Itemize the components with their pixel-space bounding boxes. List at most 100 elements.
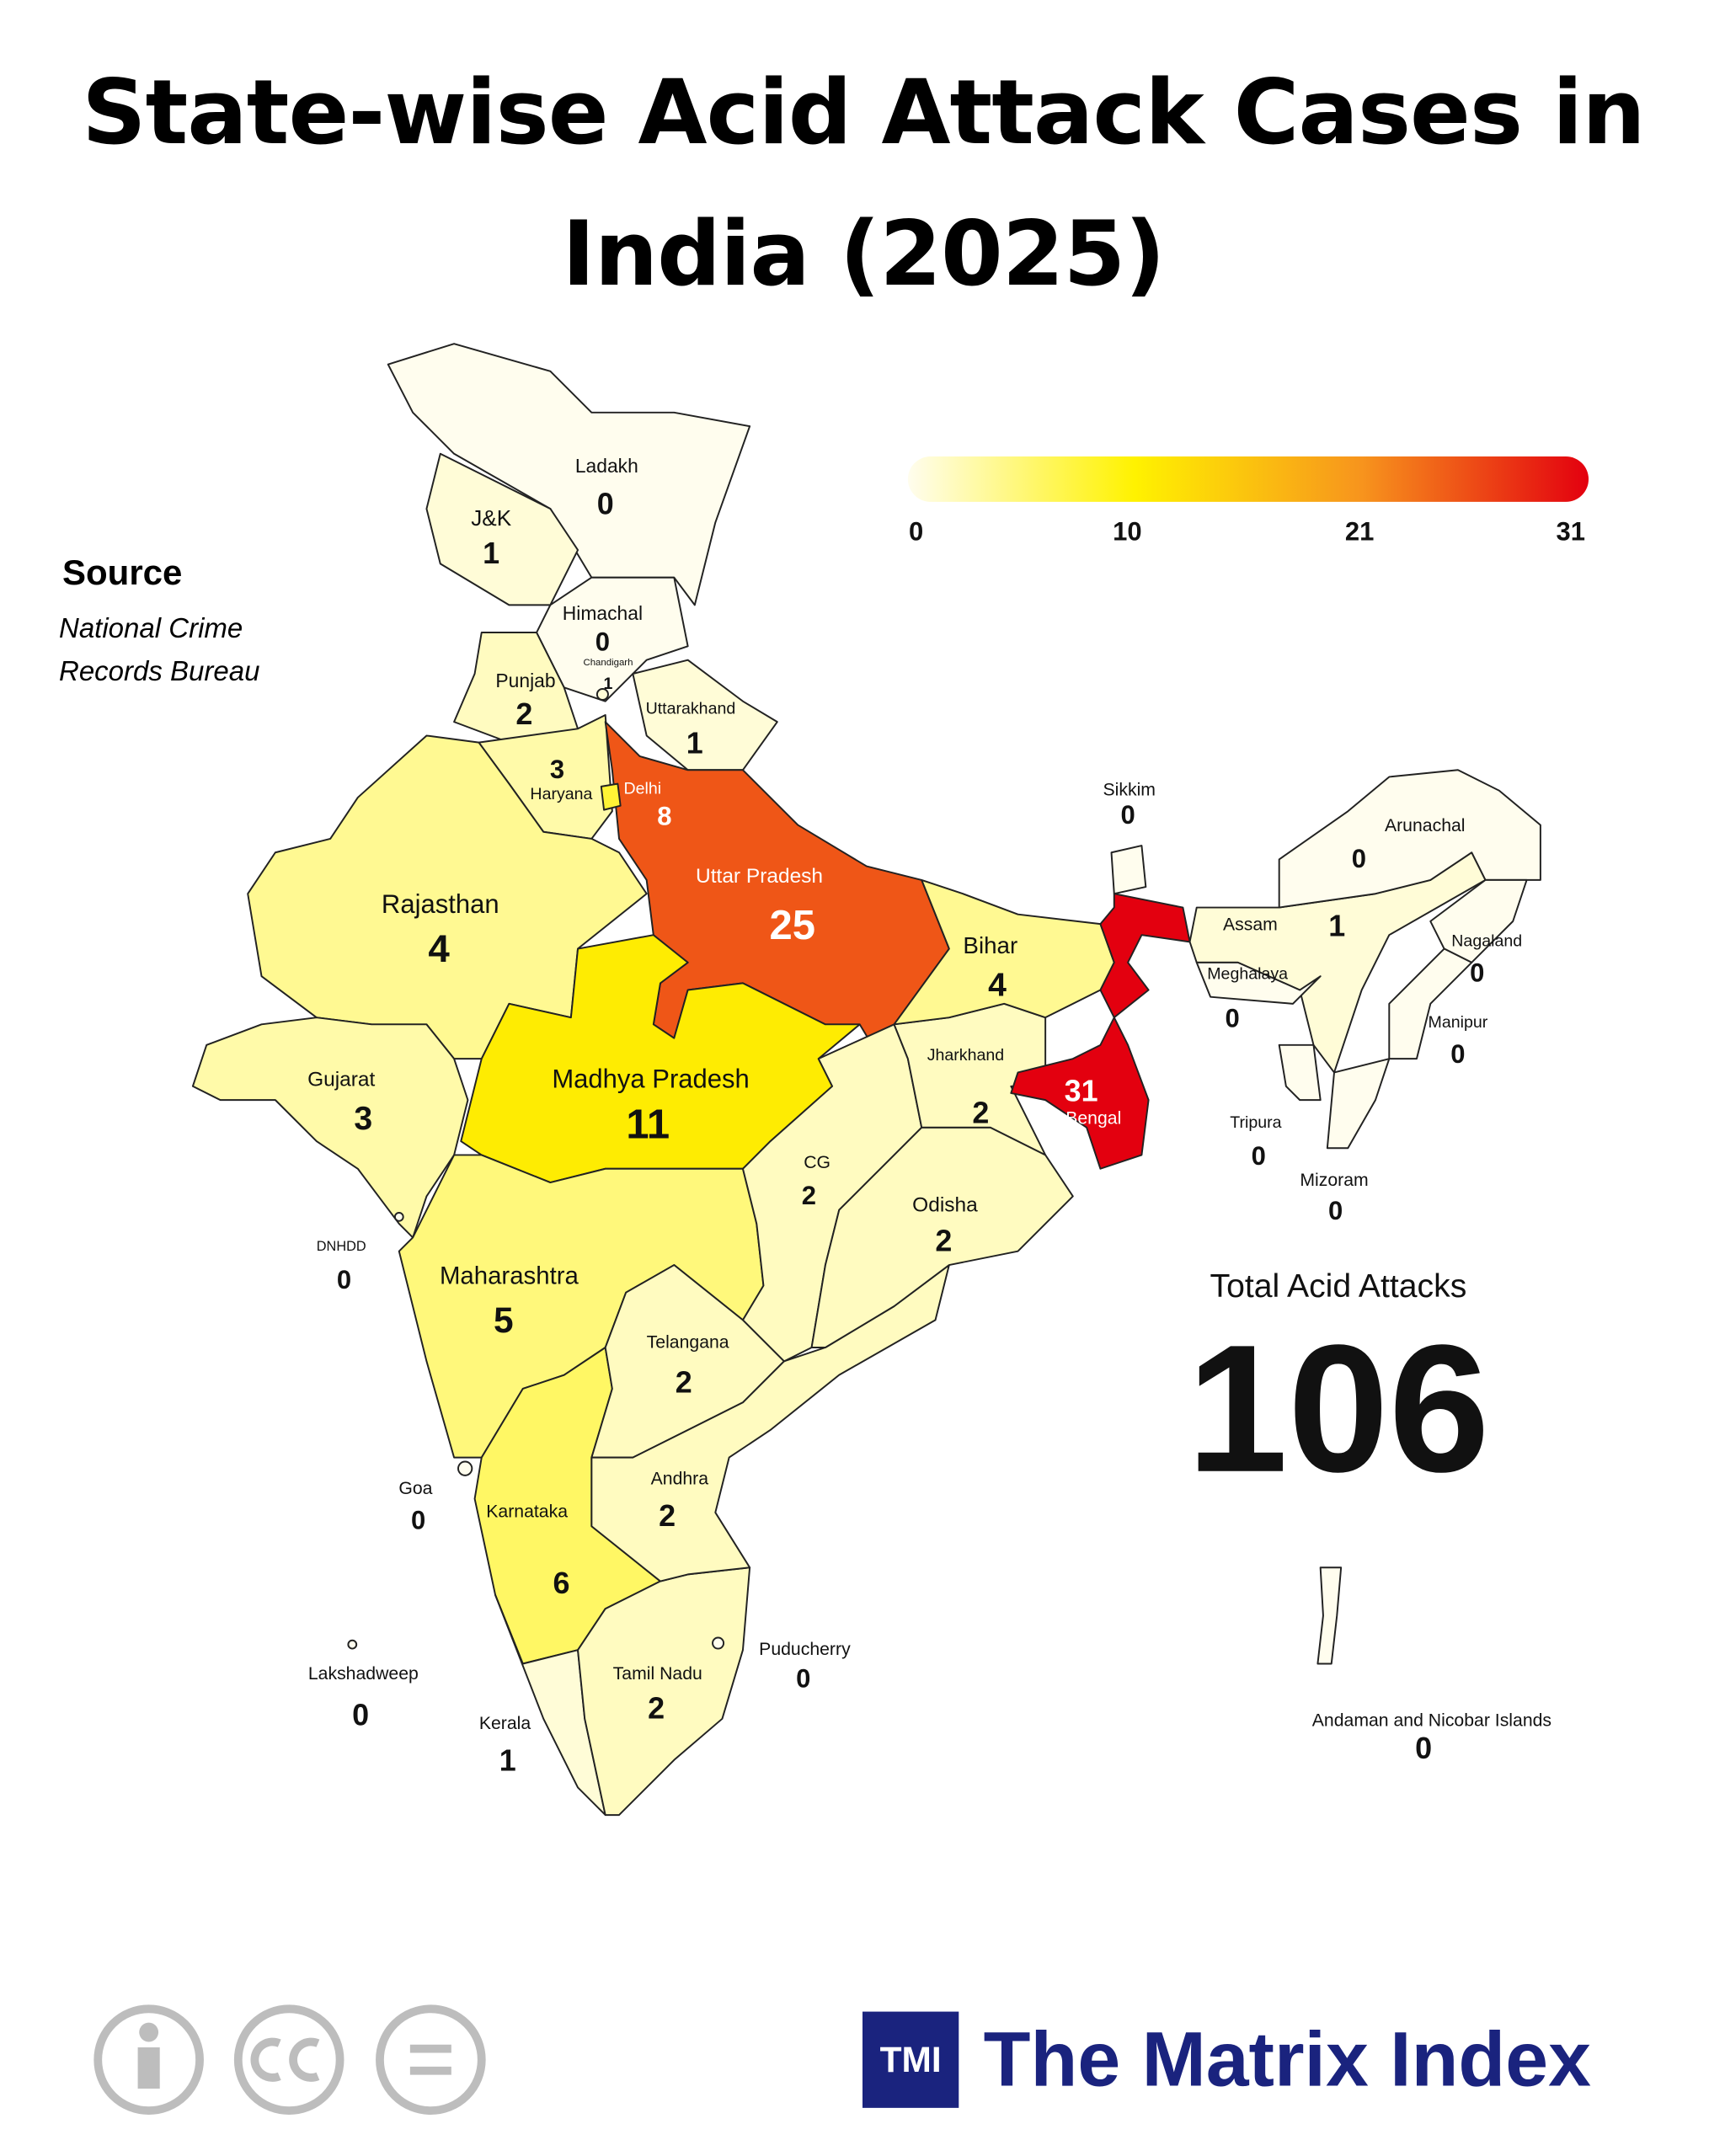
region bbox=[393, 1212, 404, 1222]
region bbox=[387, 343, 751, 606]
region-name: Bihar bbox=[963, 932, 1017, 958]
icon-cc-c1 bbox=[250, 2037, 281, 2082]
region bbox=[1326, 1058, 1391, 1150]
region-value: 0 bbox=[1120, 800, 1135, 830]
region-name: CG bbox=[804, 1153, 830, 1172]
map bbox=[191, 343, 1541, 1817]
region bbox=[590, 1264, 950, 1582]
source-text: National Crime Records Bureau bbox=[59, 612, 260, 686]
region-value: 3 bbox=[354, 1101, 372, 1137]
title: State-wise Acid Attack Cases in India (2… bbox=[82, 61, 1645, 306]
region-name: Mizoram bbox=[1300, 1171, 1368, 1190]
region-value: 0 bbox=[796, 1663, 810, 1693]
region bbox=[712, 1636, 725, 1650]
region-value: 0 bbox=[337, 1265, 351, 1294]
region-name: Uttar Pradesh bbox=[696, 865, 823, 888]
region bbox=[1195, 961, 1322, 1005]
region-value: 0 bbox=[597, 486, 614, 520]
region-name: Nagaland bbox=[1451, 932, 1522, 951]
region-value: 1 bbox=[1328, 909, 1345, 943]
region-value: 1 bbox=[686, 725, 703, 760]
region-value: 2 bbox=[972, 1096, 989, 1130]
region-name: Chandigarh bbox=[583, 658, 633, 668]
scale-tick-label: 0 bbox=[909, 517, 923, 547]
region-name: Himachal bbox=[563, 602, 643, 624]
icon-cc-c2 bbox=[289, 2037, 320, 2082]
region-value: 0 bbox=[1226, 1004, 1240, 1033]
region-value: 2 bbox=[802, 1181, 816, 1210]
region-name: Delhi bbox=[623, 779, 661, 798]
region-name: Maharashtra bbox=[440, 1262, 579, 1290]
region-name: Sikkim bbox=[1103, 780, 1155, 799]
region bbox=[1110, 845, 1147, 895]
region-value: 0 bbox=[1352, 844, 1366, 873]
region-name: Odisha bbox=[912, 1193, 978, 1216]
region-value: 1 bbox=[604, 675, 613, 693]
region-name: Lakshadweep bbox=[308, 1664, 419, 1684]
region-name: Manipur bbox=[1429, 1013, 1488, 1032]
region-name: Bengal bbox=[1065, 1109, 1121, 1129]
region-value: 0 bbox=[595, 627, 610, 656]
region bbox=[600, 782, 622, 811]
region-value: 2 bbox=[935, 1223, 952, 1257]
region bbox=[595, 687, 609, 701]
brand-logo-box bbox=[862, 2011, 959, 2108]
source-heading: Source bbox=[62, 552, 183, 592]
region-value: 0 bbox=[411, 1506, 425, 1535]
region-value: 4 bbox=[988, 968, 1007, 1004]
region-value: 3 bbox=[550, 755, 564, 784]
region-name: DNHDD bbox=[317, 1239, 366, 1254]
region-value: 8 bbox=[657, 802, 671, 831]
region bbox=[1316, 1566, 1343, 1665]
region-value: 2 bbox=[515, 696, 532, 731]
region-name: Tamil Nadu bbox=[613, 1664, 702, 1684]
region-value: 0 bbox=[1415, 1731, 1432, 1765]
region-name: Rajasthan bbox=[382, 889, 499, 919]
region-name: Punjab bbox=[495, 670, 555, 691]
region-value: 5 bbox=[494, 1300, 514, 1340]
region-value: 6 bbox=[553, 1566, 569, 1600]
color-scale bbox=[907, 456, 1589, 502]
region-name: Andhra bbox=[651, 1469, 709, 1488]
region-name: Gujarat bbox=[307, 1069, 375, 1091]
region bbox=[347, 1639, 358, 1650]
brand-logo: TMI bbox=[880, 2040, 942, 2079]
map-labels: Ladakh 0 J&K 1 Himachal 0 Chandigarh 1 Punjab 2 Ut… bbox=[307, 455, 1551, 1777]
region-value: 0 bbox=[1252, 1141, 1266, 1171]
region bbox=[1278, 1043, 1322, 1102]
region bbox=[425, 452, 579, 606]
total-label: Total Acid Attacks bbox=[1210, 1268, 1466, 1305]
icon-by bbox=[93, 2004, 204, 2116]
region-name: Arunachal bbox=[1385, 816, 1466, 835]
region-name: Kerala bbox=[479, 1714, 531, 1733]
scale-ticks: 0 10 21 31 bbox=[909, 517, 1585, 547]
license-icons bbox=[93, 2004, 486, 2116]
region-value: 4 bbox=[428, 927, 450, 970]
region bbox=[577, 1566, 751, 1817]
icon-by-head bbox=[139, 2022, 159, 2042]
region-value: 0 bbox=[352, 1698, 369, 1732]
region-name: Telangana bbox=[647, 1333, 729, 1353]
region-value: 2 bbox=[648, 1691, 665, 1726]
region bbox=[1010, 893, 1191, 1170]
region-value: 1 bbox=[483, 536, 499, 570]
region-value: 0 bbox=[1470, 958, 1484, 988]
region-value: 2 bbox=[676, 1365, 692, 1400]
region-name: Andaman and Nicobar Islands bbox=[1312, 1711, 1551, 1731]
scale-tick-label: 21 bbox=[1345, 517, 1375, 547]
region bbox=[191, 1017, 469, 1239]
region-value: 2 bbox=[659, 1498, 676, 1533]
scale-tick-label: 31 bbox=[1557, 517, 1585, 547]
region bbox=[1388, 947, 1473, 1060]
region-value: 11 bbox=[626, 1102, 670, 1148]
region-value: 25 bbox=[770, 903, 815, 948]
total-value: 106 bbox=[1187, 1307, 1490, 1510]
region-name: Karnataka bbox=[486, 1502, 568, 1522]
region-value: 0 bbox=[1328, 1196, 1343, 1225]
scale-tick-label: 10 bbox=[1113, 517, 1142, 547]
region bbox=[457, 1460, 473, 1476]
icon-nd bbox=[376, 2004, 486, 2116]
region-name: Puducherry bbox=[759, 1640, 851, 1659]
